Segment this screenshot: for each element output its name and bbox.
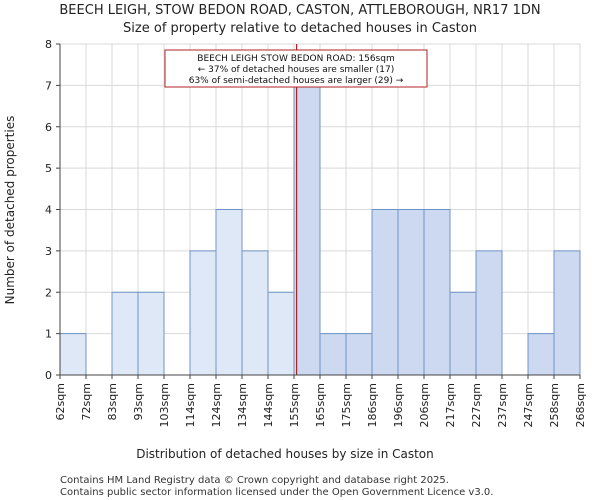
x-tick-label: 83sqm xyxy=(106,383,119,420)
bar xyxy=(397,209,425,376)
annotation-box xyxy=(164,49,428,88)
bar xyxy=(449,291,477,376)
axis-layer: 0 1 2 3 4 5 6 7 8 62sqm 72sqm 83sqm 93sqm 103sqm 114sq… xyxy=(45,38,587,427)
bar xyxy=(527,333,555,376)
bar xyxy=(475,250,503,376)
chart-subtitle: Size of property relative to detached ho… xyxy=(123,21,477,36)
x-tick-label: 268sqm xyxy=(574,383,587,427)
x-tick-label: 206sqm xyxy=(418,383,431,427)
bar xyxy=(423,209,451,376)
y-tick-label: 0 xyxy=(45,369,52,382)
bar xyxy=(293,84,321,376)
y-tick-label: 4 xyxy=(45,204,52,217)
bar xyxy=(111,291,139,376)
bar xyxy=(319,333,347,376)
y-tick-label: 7 xyxy=(45,79,52,92)
y-tick-label: 3 xyxy=(45,245,52,258)
bar xyxy=(553,250,581,376)
bar xyxy=(59,333,87,376)
x-tick-label: 114sqm xyxy=(184,383,197,427)
x-tick-label: 134sqm xyxy=(236,383,249,427)
x-tick-label: 165sqm xyxy=(314,383,327,427)
bar xyxy=(215,209,243,376)
x-tick-label: 155sqm xyxy=(288,383,301,427)
y-axis-title: Number of detached properties xyxy=(3,116,17,305)
bar xyxy=(267,291,295,376)
annotation-line-1: BEECH LEIGH STOW BEDON ROAD: 156sqm xyxy=(197,54,394,64)
bars-layer xyxy=(59,84,581,376)
y-tick-label: 8 xyxy=(45,38,52,51)
y-tick-label: 6 xyxy=(45,121,52,134)
y-tick-label: 1 xyxy=(45,328,52,341)
chart-title: BEECH LEIGH, STOW BEDON ROAD, CASTON, AT… xyxy=(59,3,540,18)
x-tick-label: 186sqm xyxy=(366,383,379,427)
x-tick-label: 144sqm xyxy=(262,383,275,427)
bar xyxy=(371,209,399,376)
marker-annotation: BEECH LEIGH STOW BEDON ROAD: 156sqm ← 37… xyxy=(164,49,428,88)
x-tick-label: 93sqm xyxy=(132,383,145,420)
x-tick-label: 175sqm xyxy=(340,383,353,427)
bar xyxy=(241,250,269,376)
y-tick-label: 2 xyxy=(45,286,52,299)
x-tick-label: 227sqm xyxy=(470,383,483,427)
x-tick-label: 124sqm xyxy=(210,383,223,427)
y-tick-label: 5 xyxy=(45,162,52,175)
bar xyxy=(189,250,217,376)
annotation-line-3: 63% of semi-detached houses are larger (… xyxy=(189,76,404,86)
bar xyxy=(345,333,373,376)
x-tick-label: 196sqm xyxy=(392,383,405,427)
x-tick-label: 72sqm xyxy=(80,383,93,420)
x-tick-label: 62sqm xyxy=(54,383,67,420)
x-tick-label: 247sqm xyxy=(522,383,535,427)
footer-line-2: Contains public sector information licen… xyxy=(60,487,493,498)
x-tick-label: 103sqm xyxy=(158,383,171,427)
x-tick-label: 258sqm xyxy=(548,383,561,427)
x-tick-label: 237sqm xyxy=(496,383,509,427)
footer-line-1: Contains HM Land Registry data © Crown c… xyxy=(60,475,449,486)
x-tick-label: 217sqm xyxy=(444,383,457,427)
x-axis-title: Distribution of detached houses by size … xyxy=(136,447,434,461)
annotation-line-2: ← 37% of detached houses are smaller (17… xyxy=(198,65,395,75)
bar xyxy=(137,291,165,376)
